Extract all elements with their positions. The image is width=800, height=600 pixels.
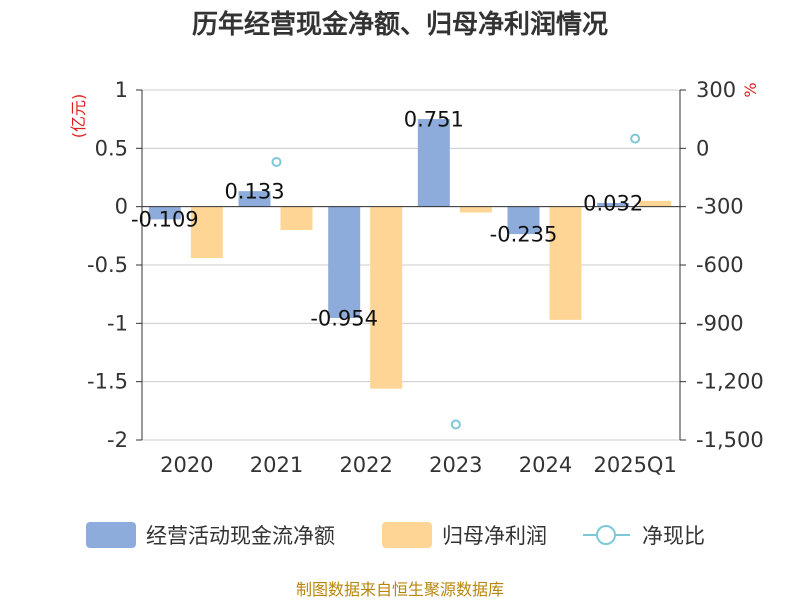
bar-operating-cashflow [328, 206, 361, 318]
x-tick-label: 2024 [519, 453, 572, 477]
bar-net-profit [459, 206, 492, 213]
left-tick-label: 0.5 [95, 136, 128, 160]
bar-net-profit [190, 206, 223, 258]
legend-marker-cash-ratio [596, 525, 616, 545]
bar-operating-cashflow [417, 119, 450, 207]
data-label-operating-cashflow: -0.235 [490, 222, 558, 246]
left-axis-unit: (亿元) [69, 94, 88, 139]
data-label-operating-cashflow: -0.954 [310, 306, 378, 330]
grid-lines [142, 89, 680, 441]
right-axis-unit: % [741, 82, 760, 97]
point-cash-ratio [450, 419, 461, 430]
data-label-operating-cashflow: 0.032 [583, 191, 643, 215]
bar-net-profit [639, 200, 672, 207]
left-tick-label: -1 [107, 311, 128, 335]
x-tick-label: 2020 [160, 453, 213, 477]
data-label-operating-cashflow: 0.133 [224, 180, 284, 204]
x-tick-label: 2023 [429, 453, 482, 477]
legend-label-operating-cashflow: 经营活动现金流净额 [146, 524, 335, 548]
right-tick-label: -600 [696, 253, 744, 277]
legend-swatch-operating-cashflow [86, 522, 136, 548]
left-tick-label: 1 [115, 78, 128, 102]
data-labels: -0.109 0.133 -0.954 0.751 -0.235 0.032 [131, 107, 643, 330]
right-tick-label: -1,500 [696, 428, 764, 452]
left-tick-label: -2 [107, 428, 128, 452]
bar-net-profit [549, 206, 582, 320]
right-tick-label: -300 [696, 195, 744, 219]
right-tick-label: -900 [696, 311, 744, 335]
x-tick-label: 2022 [339, 453, 392, 477]
bar-operating-cashflow [507, 206, 540, 235]
right-tick-label: 0 [696, 136, 709, 160]
chart-title: 历年经营现金净额、归母净利润情况 [192, 9, 608, 40]
data-label-operating-cashflow: -0.109 [131, 208, 199, 232]
x-tick-label: 2021 [250, 453, 303, 477]
x-tick-label: 2025Q1 [593, 453, 676, 477]
bar-net-profit [370, 206, 403, 389]
bar-layer [148, 119, 672, 389]
right-tick-label: -1,200 [696, 370, 764, 394]
left-tick-label: -1.5 [87, 370, 128, 394]
legend-label-cash-ratio: 净现比 [642, 524, 705, 548]
scatter-layer [271, 133, 641, 430]
source-note: 制图数据来自恒生聚源数据库 [296, 580, 504, 599]
bar-net-profit [280, 206, 313, 230]
data-label-operating-cashflow: 0.751 [404, 107, 464, 131]
point-cash-ratio [271, 156, 282, 167]
axes: 1 0.5 0 -0.5 -1 -1.5 -2 300 0 -300 -600 -900 -1,200 -… [69, 78, 764, 477]
left-tick-label: -0.5 [87, 253, 128, 277]
legend: 经营活动现金流净额 归母净利润 净现比 [86, 522, 705, 548]
legend-label-net-profit: 归母净利润 [442, 524, 547, 548]
left-tick-label: 0 [115, 195, 128, 219]
right-tick-label: 300 [696, 78, 736, 102]
legend-swatch-net-profit [382, 522, 432, 548]
bar-operating-cashflow [238, 191, 271, 207]
bar-operating-cashflow [148, 206, 181, 220]
point-cash-ratio [630, 133, 641, 144]
bar-operating-cashflow [597, 202, 630, 207]
